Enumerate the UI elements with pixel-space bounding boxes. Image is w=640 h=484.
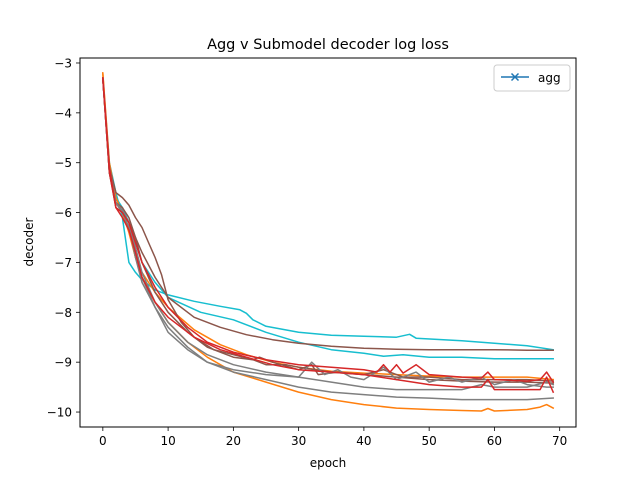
y-tick-label: −6 bbox=[54, 206, 72, 220]
y-tick-label: −9 bbox=[54, 356, 72, 370]
chart-title: Agg v Submodel decoder log loss bbox=[207, 37, 449, 53]
y-axis-label: decoder bbox=[22, 217, 36, 266]
x-tick-label: 40 bbox=[356, 434, 371, 448]
series-line-12 bbox=[101, 77, 555, 394]
x-axis-label: epoch bbox=[310, 456, 347, 470]
x-tick-label: 20 bbox=[226, 434, 241, 448]
x-axis: 0 10 20 30 40 50 60 70 bbox=[99, 427, 567, 448]
y-tick-label: −7 bbox=[54, 256, 72, 270]
legend-box bbox=[493, 64, 571, 92]
y-tick-label: −5 bbox=[54, 156, 72, 170]
y-tick-label: −3 bbox=[54, 56, 72, 70]
y-tick-label: −4 bbox=[54, 106, 72, 120]
series-line-1 bbox=[101, 77, 555, 351]
x-tick-label: 0 bbox=[99, 434, 107, 448]
plot-area bbox=[101, 72, 555, 412]
series-line-7 bbox=[101, 77, 554, 382]
legend-marker-agg bbox=[510, 72, 520, 82]
y-tick-label: −10 bbox=[47, 406, 72, 420]
x-marker-icon bbox=[510, 72, 520, 82]
series-line-11 bbox=[101, 77, 555, 384]
x-tick-label: 30 bbox=[291, 434, 306, 448]
x-tick-label: 10 bbox=[160, 434, 175, 448]
x-tick-label: 60 bbox=[487, 434, 502, 448]
series-line-8 bbox=[101, 77, 554, 401]
x-tick-label: 70 bbox=[552, 434, 567, 448]
legend-label-agg: agg bbox=[538, 71, 561, 85]
y-tick-label: −8 bbox=[54, 306, 72, 320]
legend: agg bbox=[493, 64, 571, 92]
axes-frame bbox=[79, 57, 577, 428]
x-tick-label: 50 bbox=[422, 434, 437, 448]
y-axis: −10 −9 −8 −7 −6 −5 −4 −3 bbox=[47, 56, 80, 420]
